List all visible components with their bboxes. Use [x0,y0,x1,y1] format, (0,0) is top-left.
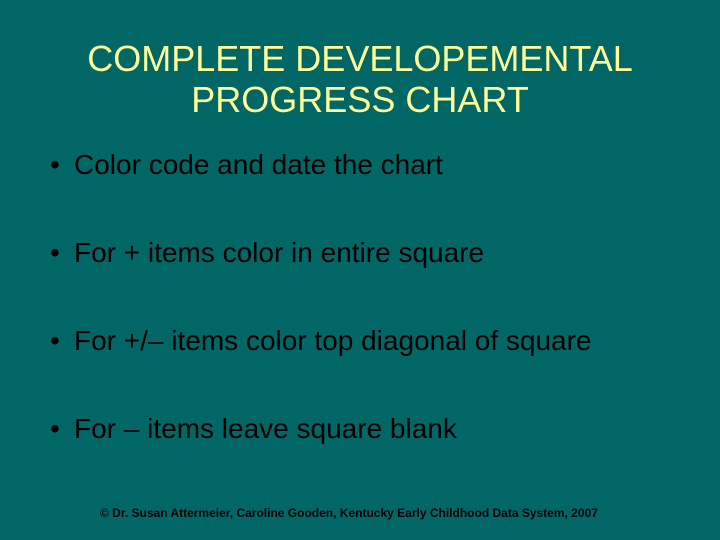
list-item: For + items color in entire square [40,237,680,269]
title-line-2: PROGRESS CHART [191,79,528,120]
title-line-1: COMPLETE DEVELOPEMENTAL [87,38,632,79]
slide-title: COMPLETE DEVELOPEMENTAL PROGRESS CHART [40,38,680,121]
bullet-list: Color code and date the chart For + item… [40,149,680,502]
list-item: Color code and date the chart [40,149,680,181]
copyright-footer: © Dr. Susan Attermeier, Caroline Gooden,… [40,506,680,520]
list-item: For – items leave square blank [40,413,680,445]
list-item: For +/– items color top diagonal of squa… [40,325,680,357]
slide-container: COMPLETE DEVELOPEMENTAL PROGRESS CHART C… [0,0,720,540]
